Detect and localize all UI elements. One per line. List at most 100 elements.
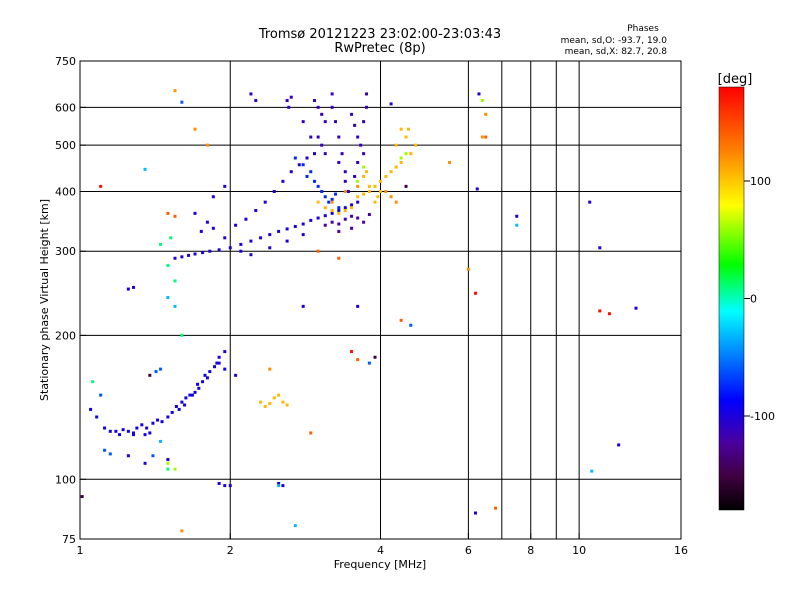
data-point [293, 224, 297, 228]
data-point [234, 373, 238, 377]
x-tick-label: 8 [527, 544, 534, 557]
data-point [301, 304, 305, 308]
data-point [223, 236, 227, 240]
data-point [337, 229, 341, 233]
data-point [356, 358, 360, 362]
data-point [196, 382, 200, 386]
data-point [350, 203, 354, 207]
y-tick-label: 75 [62, 533, 76, 546]
x-tick-label: 16 [674, 544, 688, 557]
data-point [367, 184, 371, 188]
data-point [159, 367, 163, 371]
data-point [103, 448, 107, 452]
data-point [126, 429, 130, 433]
x-tick-label: 6 [465, 544, 472, 557]
data-point [184, 396, 188, 400]
data-point [337, 135, 341, 139]
data-point [166, 457, 170, 461]
data-point [384, 189, 388, 193]
data-point [309, 170, 313, 174]
data-point [217, 248, 221, 252]
y-tick-label: 300 [55, 245, 76, 258]
data-point [337, 160, 341, 164]
data-point [135, 426, 139, 430]
data-point [356, 216, 360, 220]
data-point [301, 233, 305, 237]
data-point [330, 209, 334, 213]
data-point [327, 200, 331, 204]
data-point [99, 393, 103, 397]
data-point [337, 256, 341, 260]
data-point [169, 236, 173, 240]
data-point [365, 105, 369, 109]
data-point [217, 481, 221, 485]
data-point [323, 195, 327, 199]
data-point [239, 249, 243, 253]
data-point [309, 135, 313, 139]
data-point [249, 239, 253, 243]
data-point [183, 403, 187, 407]
data-point [293, 524, 297, 528]
data-point [249, 92, 253, 96]
data-point [268, 246, 272, 250]
data-point [316, 105, 320, 109]
data-point [285, 403, 289, 407]
y-tick-label: 600 [55, 101, 76, 114]
data-point [409, 152, 413, 156]
data-point [598, 246, 602, 250]
data-point [223, 367, 227, 371]
data-point [268, 233, 272, 237]
data-point [394, 165, 398, 169]
phases-o-stats: mean, sd,O: -93.7, 19.0 [561, 36, 668, 46]
data-point [254, 99, 258, 103]
data-point [590, 469, 594, 473]
data-point [494, 506, 498, 510]
data-point [272, 189, 276, 193]
x-axis: 1 2 4 6 8 10 16 [77, 533, 688, 557]
data-point [330, 92, 334, 96]
data-point [323, 223, 327, 227]
data-point [148, 373, 152, 377]
data-point [118, 433, 122, 437]
data-point [323, 214, 327, 218]
data-point [205, 376, 209, 380]
data-point [367, 213, 371, 217]
data-point [399, 127, 403, 131]
data-point [187, 253, 191, 257]
data-point [346, 189, 350, 193]
data-point [156, 418, 160, 422]
data-point [289, 95, 293, 99]
data-point [281, 400, 285, 404]
data-point [343, 209, 347, 213]
data-point [323, 120, 327, 124]
data-point [356, 160, 360, 164]
data-point [254, 209, 258, 213]
chart-subtitle: RwPretec (8p) [334, 41, 425, 56]
data-point [362, 174, 366, 178]
data-point [305, 174, 309, 178]
colorbar-unit-label: [deg] [718, 72, 753, 87]
data-point [159, 242, 163, 246]
data-point [201, 251, 205, 255]
data-point [217, 361, 221, 365]
data-point [173, 467, 177, 471]
data-point [404, 152, 408, 156]
data-point [337, 222, 341, 226]
data-point [330, 211, 334, 215]
data-point [404, 135, 408, 139]
data-point [634, 306, 638, 310]
data-point [340, 152, 344, 156]
data-point [389, 102, 393, 106]
data-point [277, 229, 281, 233]
data-point [399, 156, 403, 160]
data-point [166, 461, 170, 465]
data-point [480, 135, 484, 139]
data-point [320, 112, 324, 116]
data-point [173, 89, 177, 93]
data-point [289, 170, 293, 174]
data-point [91, 380, 95, 384]
data-point [193, 252, 197, 256]
data-point [103, 426, 107, 430]
data-point [166, 211, 170, 215]
